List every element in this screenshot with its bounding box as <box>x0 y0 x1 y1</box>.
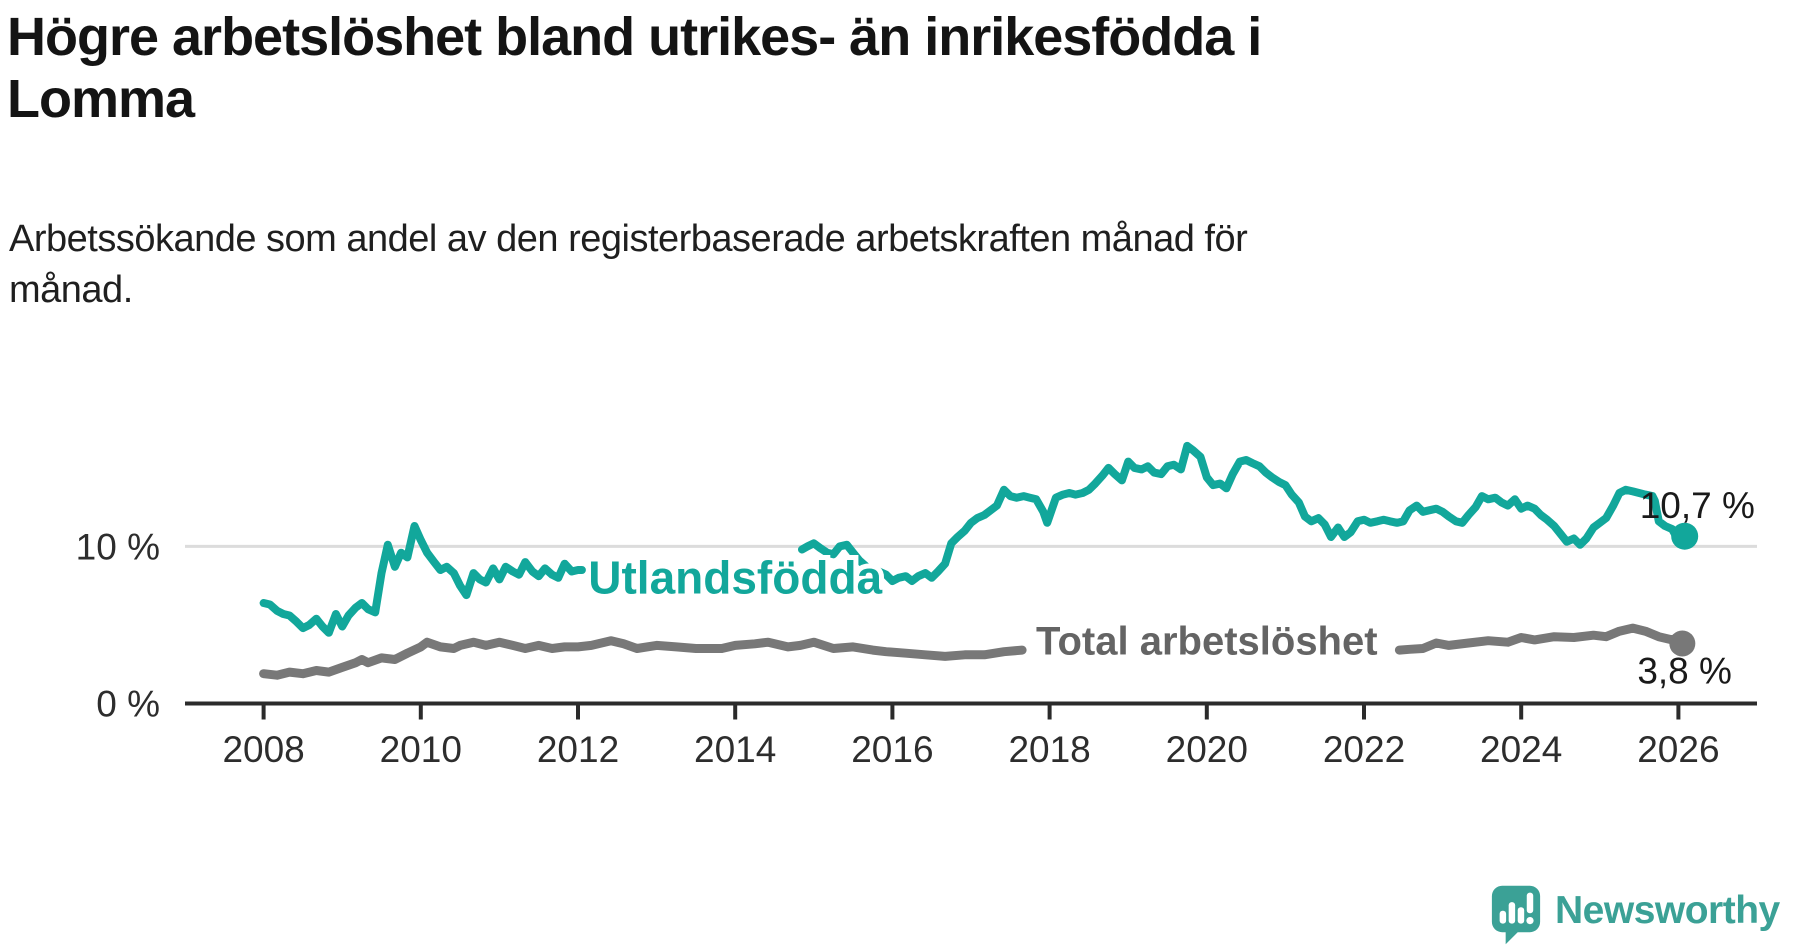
logo-wordmark: Newsworthy <box>1555 889 1780 932</box>
page-title: Högre arbetslöshet bland utrikes- än inr… <box>7 6 1607 130</box>
x-tick-label-2018: 2018 <box>1008 729 1090 770</box>
x-tick-label-2014: 2014 <box>694 729 776 770</box>
bar-chart-speech-bubble-icon <box>1491 885 1541 945</box>
end-value-label-total-arbetsloshet: 3,8 % <box>1637 650 1732 691</box>
subtitle-line-1: Arbetssökande som andel av den registerb… <box>9 218 1248 260</box>
subtitle-line-2: månad. <box>9 268 133 311</box>
series-total-arbetsloshet-line-1 <box>259 636 1027 680</box>
end-value-label-utlandsfodda: 10,7 % <box>1640 485 1755 526</box>
y-axis-label-0: 0 % <box>96 684 160 725</box>
series-label-total-arbetsloshet: Total arbetslöshet <box>1036 619 1378 663</box>
x-tick-label-2020: 2020 <box>1166 729 1248 770</box>
x-tick-label-2016: 2016 <box>851 729 933 770</box>
x-tick-label-2008: 2008 <box>222 729 304 770</box>
x-tick-label-2022: 2022 <box>1323 729 1405 770</box>
title-line-1: Högre arbetslöshet bland utrikes- än inr… <box>7 7 1262 67</box>
x-tick-label-2012: 2012 <box>537 729 619 770</box>
series-total-arbetsloshet-line-2 <box>1394 623 1687 655</box>
series-utlandsfodda-line-1 <box>259 522 586 637</box>
end-dot-utlandsfodda <box>1671 522 1699 550</box>
end-dot-total-arbetsloshet <box>1669 630 1696 657</box>
y-axis-label-10: 10 % <box>76 526 160 567</box>
title-line-2: Lomma <box>7 69 195 130</box>
x-tick-label-2010: 2010 <box>380 729 462 770</box>
series-utlandsfodda-line-2 <box>798 441 1689 585</box>
chart-subtitle: Arbetssökande som andel av den registerb… <box>9 214 1689 316</box>
chart-header: Högre arbetslöshet bland utrikes- än inr… <box>7 6 1607 130</box>
newsworthy-logo: Newsworthy <box>1490 884 1780 946</box>
x-tick-label-2024: 2024 <box>1480 729 1562 770</box>
x-tick-label-2026: 2026 <box>1637 729 1719 770</box>
series-label-utlandsfodda: Utlandsfödda <box>588 551 882 603</box>
